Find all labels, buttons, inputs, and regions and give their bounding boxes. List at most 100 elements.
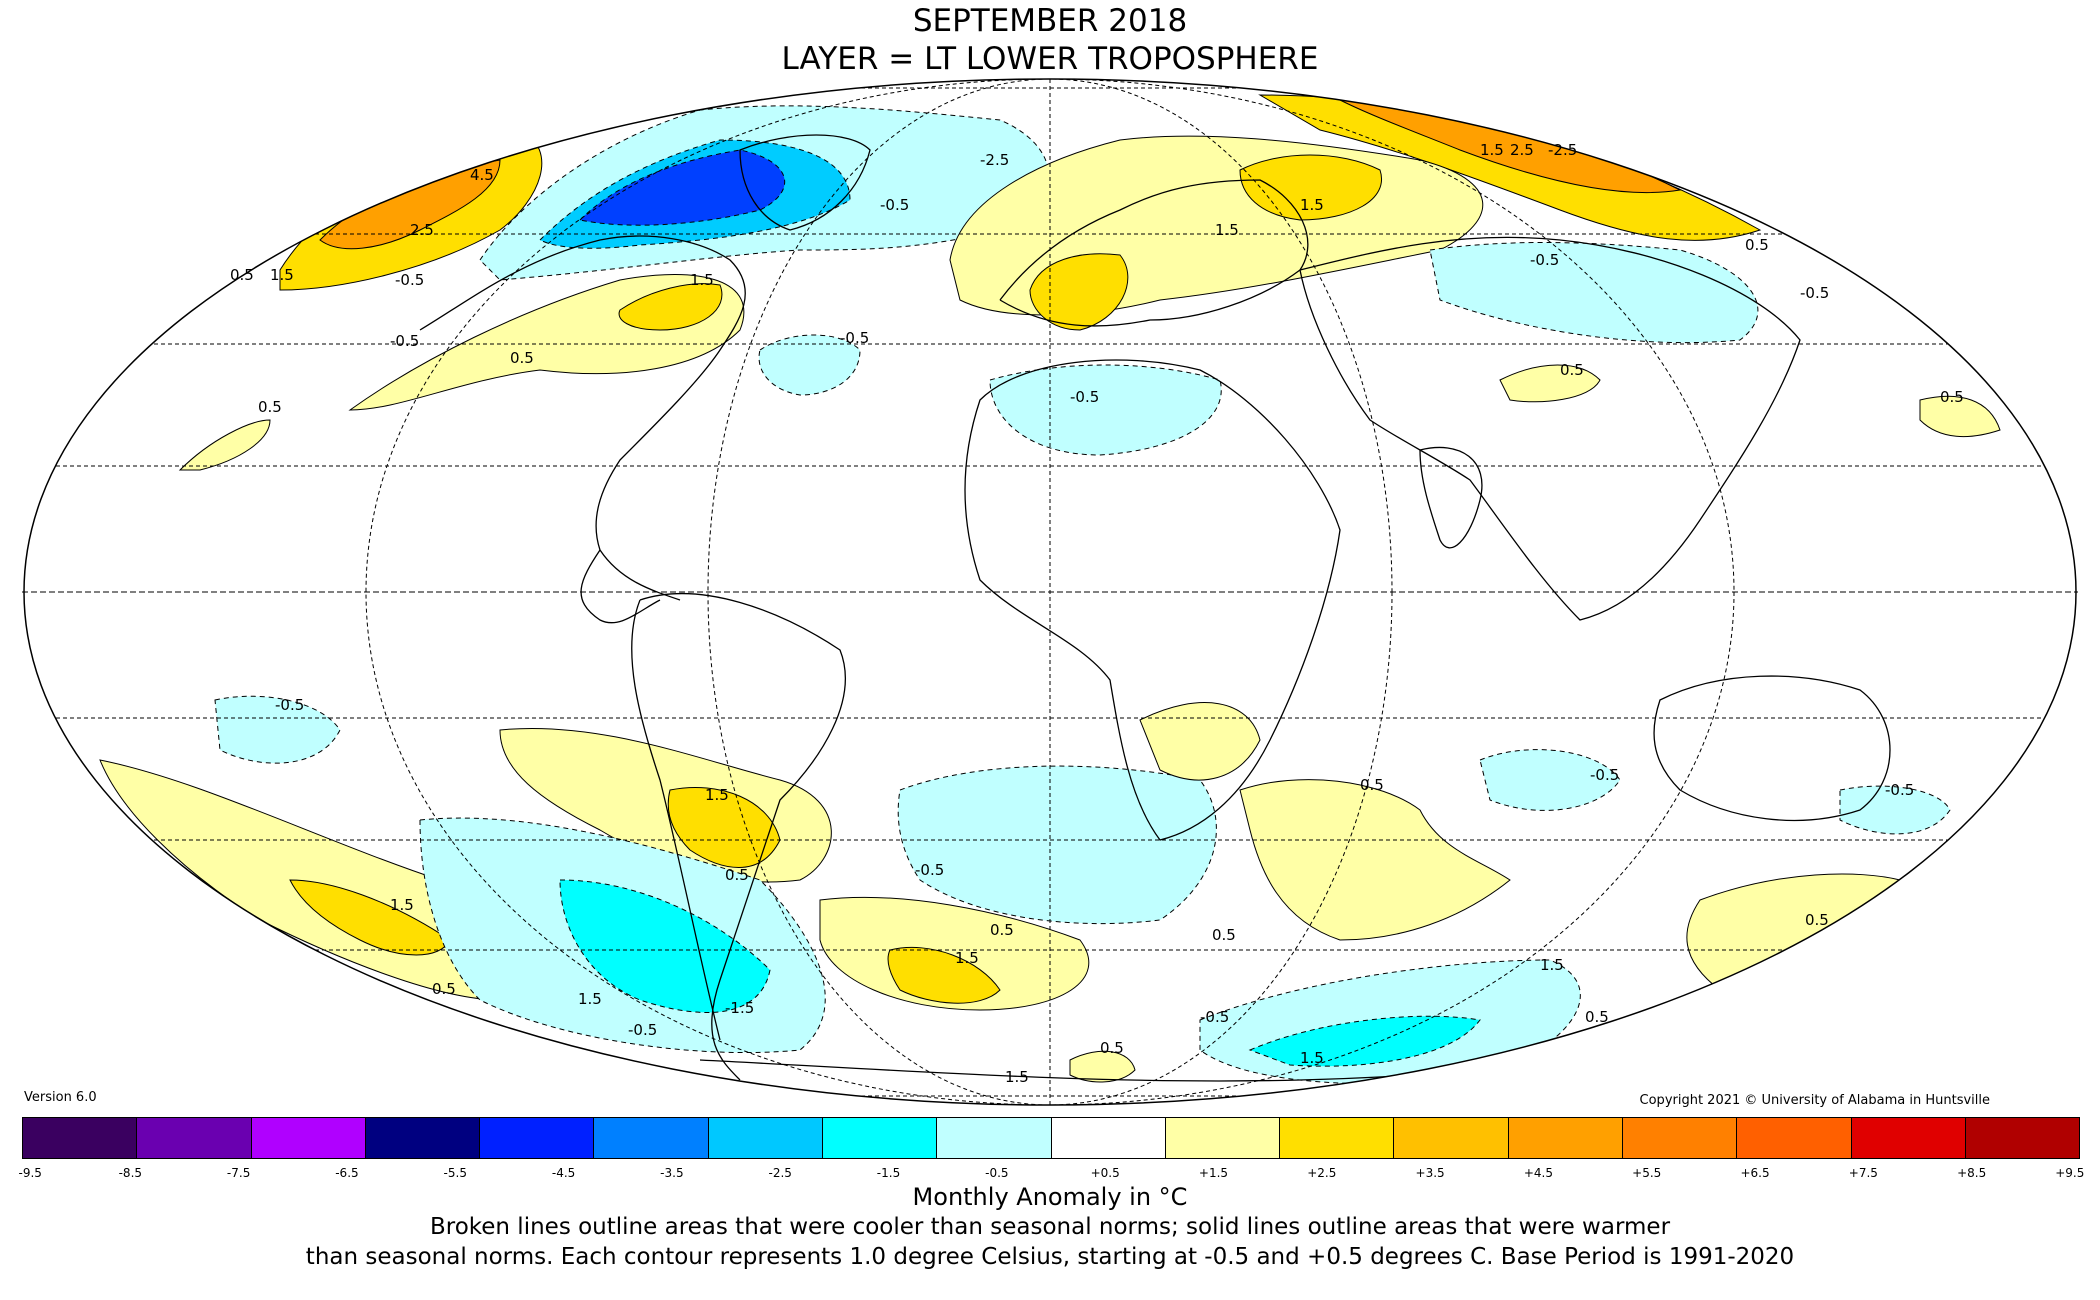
contour-label: -0.5 — [275, 696, 304, 714]
contour-label: 0.5 — [1212, 926, 1236, 944]
color-swatch — [137, 1118, 252, 1158]
color-swatch — [1280, 1118, 1395, 1158]
contour-label: 0.5 — [510, 349, 534, 367]
color-scale-tick-label: +7.5 — [1848, 1166, 1878, 1180]
color-swatch — [1165, 1118, 1281, 1158]
warm-region-south-pacific-core — [289, 879, 451, 956]
cold-region-south-pacific-north — [214, 695, 341, 764]
color-scale-tick-label: +4.5 — [1523, 1166, 1553, 1180]
warm-region-antarctic-small — [1069, 1050, 1136, 1083]
world-anomaly-map: 4.5 2.5 1.5 0.5 -0.5 1.5 2.5 -2.5 0.5 1.… — [22, 78, 2078, 1106]
color-scale-tick-label: -3.5 — [660, 1166, 684, 1180]
cold-region-north-africa — [989, 364, 1222, 456]
contour-label: -1.5 — [725, 999, 754, 1017]
contour-label: 0.5 — [432, 980, 456, 998]
contour-label: 1.5 — [1300, 196, 1324, 214]
asia-outline — [1299, 236, 1801, 621]
contour-label: 0.5 — [1100, 1039, 1124, 1057]
color-swatch — [1965, 1118, 2080, 1158]
contour-label: 2.5 — [410, 221, 434, 239]
contour-label: 1.5 — [1215, 221, 1239, 239]
color-scale-tick-label: -4.5 — [551, 1166, 576, 1180]
contour-label: 0.5 — [1360, 776, 1384, 794]
color-swatch — [1394, 1118, 1509, 1158]
anomaly-regions — [99, 94, 2001, 1085]
color-scale-tick-label: -0.5 — [985, 1166, 1009, 1180]
contour-label: -0.5 — [840, 329, 869, 347]
europe-outline — [999, 179, 1309, 327]
color-scale-tick-label: -6.5 — [335, 1166, 359, 1180]
contour-label: 1.5 — [578, 990, 602, 1008]
color-scale-tick-label: +8.5 — [1957, 1166, 1987, 1180]
warm-region-south-atlantic-core — [887, 946, 1001, 1004]
contour-label: 0.5 — [1940, 388, 1964, 406]
north-america-outline — [419, 235, 746, 601]
contour-label: 1.5 — [1480, 141, 1504, 159]
color-swatch — [1851, 1118, 1966, 1158]
contour-label: 2.5 — [1510, 141, 1534, 159]
contour-label: -0.5 — [1200, 1008, 1229, 1026]
warm-region-north-america-core — [618, 283, 723, 331]
version-label: Version 6.0 — [24, 1090, 97, 1105]
contour-label: 0.5 — [1585, 1008, 1609, 1026]
contour-label: -0.5 — [1530, 251, 1559, 269]
cold-region-indian-ocean — [1479, 749, 1621, 811]
contour-label: -0.5 — [390, 332, 419, 350]
cold-region-south-pacific-core — [559, 879, 771, 1013]
contour-label: -0.5 — [915, 861, 944, 879]
contour-label: -0.5 — [1590, 766, 1619, 784]
color-scale-tick-label: +6.5 — [1740, 1166, 1770, 1180]
warm-region-southern-africa — [1139, 702, 1261, 781]
caption-line-2: than seasonal norms. Each contour repres… — [305, 1244, 1795, 1270]
south-america-outline — [631, 593, 846, 1081]
color-swatch — [251, 1118, 366, 1158]
contour-label: 1.5 — [955, 949, 979, 967]
color-swatch — [365, 1118, 481, 1158]
color-scale-tick-label: -9.5 — [18, 1166, 42, 1180]
color-scale-tick-label: +0.5 — [1090, 1166, 1120, 1180]
cold-region-canada-min — [578, 149, 786, 226]
color-scale-tick-label: -7.5 — [226, 1166, 251, 1180]
color-swatch — [1508, 1118, 1623, 1158]
color-scale-tick-label: +3.5 — [1415, 1166, 1445, 1180]
warm-region-south-america-core — [667, 786, 781, 868]
color-scale-tick-label: -2.5 — [768, 1166, 792, 1180]
cold-region-tasman — [1839, 785, 1951, 835]
contour-label: 1.5 — [270, 266, 294, 284]
copyright-notice: Copyright 2021 © University of Alabama i… — [1639, 1093, 1990, 1108]
caption-line-1: Broken lines outline areas that were coo… — [429, 1214, 1671, 1240]
color-scale-tick-label: +5.5 — [1632, 1166, 1662, 1180]
central-america-outline — [580, 549, 661, 624]
color-swatch — [594, 1118, 709, 1158]
color-scale-tick-label: -1.5 — [876, 1166, 901, 1180]
contour-label: -0.5 — [628, 1021, 657, 1039]
africa-outline — [964, 359, 1341, 841]
contour-label: 1.5 — [390, 896, 414, 914]
warm-region-indian-ocean — [1239, 779, 1511, 941]
contour-label: 0.5 — [990, 921, 1014, 939]
contour-label: 1.5 — [1005, 1068, 1029, 1086]
contour-label: -0.5 — [395, 271, 424, 289]
contour-label: 1.5 — [1300, 1049, 1324, 1067]
color-scale-tick-label: +1.5 — [1198, 1166, 1229, 1180]
color-scale-tick-label: +9.5 — [2055, 1166, 2085, 1180]
contour-label: -0.5 — [880, 196, 909, 214]
color-swatch — [480, 1118, 595, 1158]
contour-label: -2.5 — [980, 151, 1009, 169]
contour-label: -0.5 — [1885, 781, 1914, 799]
india-outline — [1419, 446, 1483, 549]
color-scale-unit-label: Monthly Anomaly in °C — [912, 1183, 1188, 1211]
globe-outline — [23, 78, 2077, 1106]
warm-region-tibet — [1499, 364, 1601, 403]
contour-label: 0.5 — [1805, 911, 1829, 929]
contour-label: -0.5 — [1800, 284, 1829, 302]
map-title: SEPTEMBER 2018 — [912, 3, 1188, 39]
contour-label: -2.5 — [1548, 141, 1577, 159]
color-swatch — [1622, 1118, 1738, 1158]
contour-label: 0.5 — [258, 398, 282, 416]
contour-label: 1.5 — [1540, 956, 1564, 974]
contour-label: 0.5 — [725, 866, 749, 884]
australia-outline — [1653, 675, 1891, 822]
color-swatch — [1737, 1118, 1852, 1158]
color-swatch — [822, 1118, 938, 1158]
